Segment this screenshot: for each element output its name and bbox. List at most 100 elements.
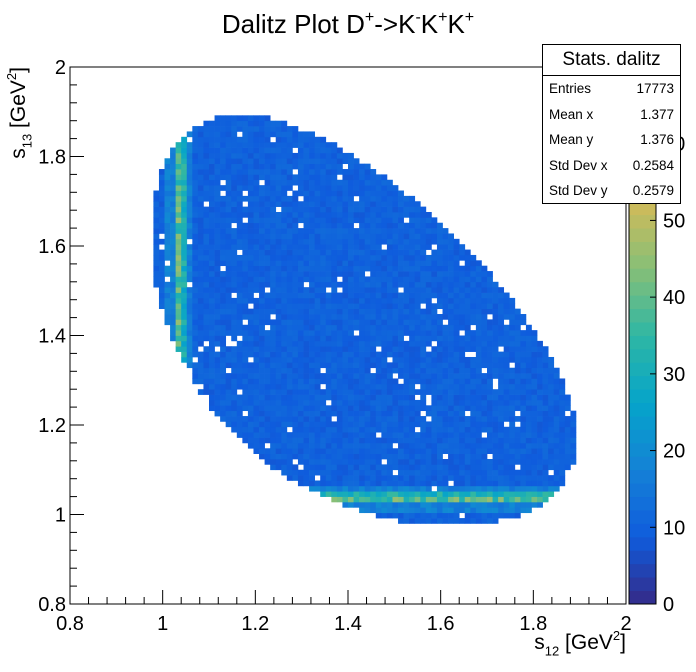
heatmap-cell [520,389,527,395]
heatmap-cell [448,335,454,342]
heatmap-cell [398,314,404,320]
heatmap-cell [225,222,232,229]
heatmap-cell [309,244,315,250]
heatmap-cell [442,308,449,315]
heatmap-cell [203,378,210,385]
heatmap-cell [503,512,510,519]
heatmap-cell [342,217,349,224]
heatmap-cell [231,163,238,170]
heatmap-cell [498,340,505,347]
heatmap-cell [209,362,215,369]
heatmap-cell [481,399,488,406]
heatmap-cell [197,340,204,347]
heatmap-cell [270,405,277,412]
heatmap-cell [570,416,577,422]
heatmap-cell [331,383,338,390]
heatmap-cell [364,260,371,267]
heatmap-cell [453,287,460,293]
heatmap-cell [509,399,516,406]
heatmap-cell [370,389,377,395]
heatmap-cell [503,437,510,444]
heatmap-cell [498,324,505,331]
heatmap-cell [247,330,254,336]
heatmap-cell [192,330,199,336]
heatmap-cell [264,120,271,127]
heatmap-cell [314,228,321,234]
heatmap-cell [487,324,493,331]
heatmap-cell [375,389,382,395]
heatmap-cell [459,314,466,320]
heatmap-cell [259,389,265,395]
heatmap-cell [247,394,254,401]
heatmap-cell [531,394,538,401]
heatmap-cell [303,158,310,165]
heatmap-cell [570,426,577,433]
heatmap-cell [203,254,210,261]
heatmap-cell [553,405,560,412]
heatmap-cell [448,233,454,240]
heatmap-cell [431,416,438,422]
heatmap-cell [203,179,210,186]
heatmap-cell [459,297,466,304]
heatmap-cell [392,496,399,503]
heatmap-cell [281,362,288,369]
heatmap-cell [281,179,288,186]
heatmap-cell [503,416,510,422]
heatmap-cell [275,152,282,159]
heatmap-cell [353,448,360,454]
heatmap-cell [281,206,288,213]
heatmap-cell [559,378,566,385]
heatmap-cell [392,437,399,444]
heatmap-cell [331,281,338,288]
heatmap-cell [375,233,382,240]
heatmap-cell [348,163,354,170]
heatmap-cell [214,179,221,186]
heatmap-cell [325,367,332,374]
heatmap-cell [564,416,571,422]
heatmap-cell [403,233,410,240]
heatmap-cell [297,367,304,374]
heatmap-cell [197,201,204,207]
heatmap-cell [414,260,421,267]
heatmap-cell [153,195,160,202]
heatmap-cell [203,190,210,197]
heatmap-cell [403,222,410,229]
heatmap-cell [164,249,171,256]
heatmap-cell [470,394,477,401]
heatmap-cell [353,442,360,449]
heatmap-cell [448,314,454,320]
heatmap-cell [225,297,232,304]
heatmap-cell [242,115,249,122]
heatmap-cell [325,174,332,181]
heatmap-cell [192,169,199,175]
heatmap-cell [181,158,188,165]
heatmap-cell [275,394,282,401]
heatmap-cell [292,131,299,138]
heatmap-cell [236,254,243,261]
heatmap-cell [392,378,399,385]
heatmap-cell [348,459,354,465]
heatmap-cell [487,416,493,422]
heatmap-cell [370,416,377,422]
heatmap-cell [453,459,460,465]
heatmap-cell [197,373,204,379]
heatmap-cell [381,426,388,433]
heatmap-cell [498,399,505,406]
heatmap-cell [309,480,315,487]
heatmap-cell [375,260,382,267]
heatmap-cell [348,233,354,240]
heatmap-cell [392,453,399,460]
heatmap-cell [353,281,360,288]
heatmap-cell [420,416,427,422]
heatmap-cell [320,211,327,218]
color-scale-step [629,510,656,524]
heatmap-cell [409,475,416,481]
heatmap-cell [503,496,510,503]
heatmap-cell [259,249,265,256]
heatmap-cell [336,281,343,288]
heatmap-cell [375,185,382,191]
heatmap-cell [442,389,449,395]
heatmap-cell [209,185,215,191]
heatmap-cell [470,330,477,336]
heatmap-cell [264,405,271,412]
